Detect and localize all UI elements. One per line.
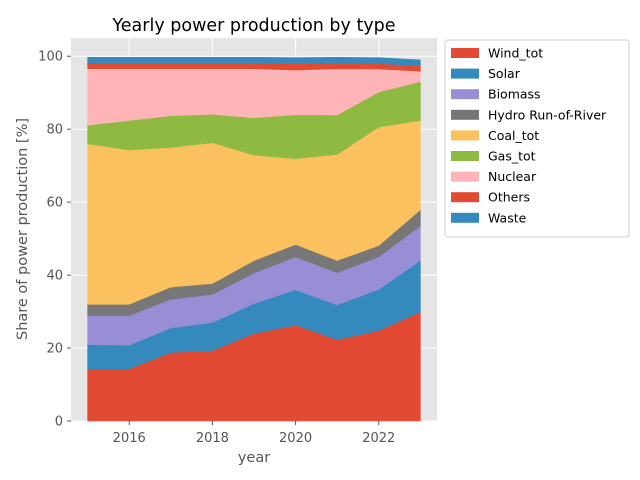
- legend-label-coal-tot: Coal_tot: [488, 128, 539, 143]
- stacked-areas: [87, 57, 421, 422]
- legend-swatch-hydro-run-of-river: [451, 109, 479, 120]
- y-tick-label: 100: [38, 50, 63, 65]
- legend-swatch-waste: [451, 212, 479, 223]
- y-tick-label: 20: [46, 342, 63, 357]
- legend-label-hydro-run-of-river: Hydro Run-of-River: [488, 107, 607, 122]
- legend-swatch-coal-tot: [451, 130, 479, 141]
- y-axis-label: Share of power production [%]: [15, 118, 31, 340]
- legend-label-nuclear: Nuclear: [488, 169, 537, 184]
- area-waste: [87, 57, 421, 67]
- legend-swatch-nuclear: [451, 171, 479, 182]
- legend-swatch-solar: [451, 68, 479, 79]
- legend-swatch-biomass: [451, 89, 479, 100]
- x-tick-label: 2020: [279, 431, 312, 446]
- y-tick-label: 60: [46, 196, 63, 211]
- legend-label-others: Others: [488, 190, 530, 205]
- legend-label-biomass: Biomass: [488, 87, 541, 102]
- y-tick-label: 40: [46, 269, 63, 284]
- x-tick-label: 2018: [196, 431, 229, 446]
- x-tick-label: 2022: [362, 431, 395, 446]
- legend-swatch-gas-tot: [451, 151, 479, 161]
- legend-swatch-others: [451, 192, 479, 203]
- legend-label-gas-tot: Gas_tot: [488, 149, 536, 164]
- legend: Wind_tot Solar Biomass Hydro Run-of-River Co…: [444, 39, 630, 238]
- x-axis-label: year: [238, 450, 270, 466]
- x-tick-label: 2016: [113, 431, 146, 446]
- legend-label-waste: Waste: [488, 210, 527, 225]
- legend-label-wind-tot: Wind_tot: [488, 46, 543, 61]
- legend-swatch-wind-tot: [451, 48, 479, 58]
- x-axis-ticks: 2016 2018 2020 2022: [113, 421, 395, 446]
- y-tick-label: 0: [55, 415, 63, 430]
- chart-title: Yearly power production by type: [111, 16, 395, 36]
- y-tick-label: 80: [46, 123, 63, 138]
- y-axis-ticks: 0 20 40 60 80 100: [38, 50, 71, 430]
- legend-box: [444, 39, 630, 238]
- legend-label-solar: Solar: [488, 66, 521, 81]
